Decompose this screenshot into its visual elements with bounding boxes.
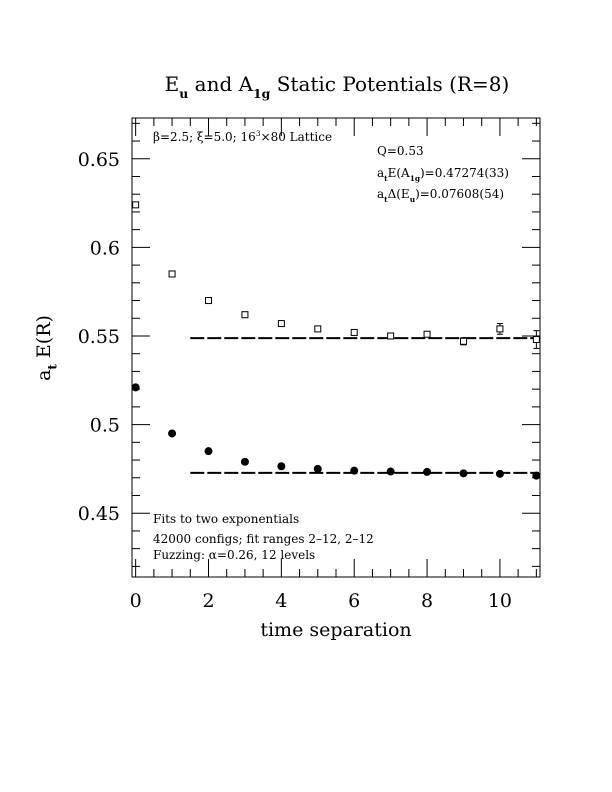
y-tick-label: 0.5 — [90, 415, 120, 437]
data-point-circle — [386, 467, 395, 476]
axis-tick-labels: 0 2 4 6 8 10 0.45 0.5 0.55 0.6 0.65 — [78, 149, 512, 612]
data-point-square — [314, 325, 322, 333]
data-point-circle — [131, 383, 140, 392]
data-point-square — [205, 297, 212, 305]
fuzzing-annotation: Fuzzing: α=0.26, 12 levels — [153, 548, 315, 562]
chart-title: Eu​ and A1g​ Static Potentials (R=8) — [165, 72, 510, 101]
data-point-circle — [532, 471, 541, 480]
data-point-square — [532, 336, 540, 344]
data-point-square — [423, 330, 431, 338]
data-point-square — [241, 311, 249, 319]
fits-annotation: Fits to two exponentials — [153, 512, 299, 526]
data-point-square — [277, 320, 285, 328]
data-point-circle — [168, 429, 177, 438]
y-tick-label: 0.45 — [78, 503, 120, 525]
lattice-annotation: β=2.5; ξ=5.0; 163​×80 Lattice — [153, 129, 332, 144]
data-point-square — [132, 201, 140, 209]
data-point-circle — [277, 462, 286, 471]
y-tick-label: 0.6 — [90, 237, 120, 259]
data-point-square — [168, 270, 176, 278]
data-point-circle — [204, 447, 213, 456]
x-tick-label: 10 — [488, 590, 512, 612]
data-point-square — [460, 337, 467, 345]
y-tick-label: 0.55 — [78, 326, 120, 348]
a1g-energy-annotation: at​E(A1g​)=0.47274(33) — [377, 166, 509, 183]
data-point-square — [350, 328, 358, 336]
x-tick-label: 8 — [421, 590, 433, 612]
data-points — [131, 201, 541, 480]
axis-ticks — [132, 118, 540, 577]
fit-lines — [190, 337, 539, 474]
configs-annotation: 42000 configs; fit ranges 2–12, 2–12 — [153, 532, 374, 546]
data-point-circle — [423, 467, 432, 476]
q-annotation: Q=0.53 — [377, 144, 424, 158]
x-tick-label: 0 — [130, 590, 142, 612]
x-tick-label: 4 — [275, 590, 287, 612]
data-point-circle — [495, 469, 504, 478]
x-axis-label: time separation — [260, 619, 411, 641]
y-tick-label: 0.65 — [78, 149, 120, 171]
data-point-circle — [350, 466, 359, 475]
data-point-circle — [459, 469, 468, 478]
data-point-square — [496, 325, 504, 333]
eu-gap-annotation: at​Δ(Eu​)=0.07608(54) — [377, 187, 504, 204]
x-tick-label: 2 — [202, 590, 214, 612]
data-point-circle — [313, 464, 322, 473]
data-point-square — [387, 332, 395, 340]
data-point-circle — [240, 457, 249, 466]
x-tick-label: 6 — [348, 590, 360, 612]
y-axis-label: at​ E(R) — [33, 315, 60, 381]
